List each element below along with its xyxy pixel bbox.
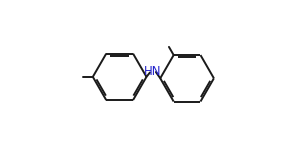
Text: HN: HN: [144, 65, 161, 78]
